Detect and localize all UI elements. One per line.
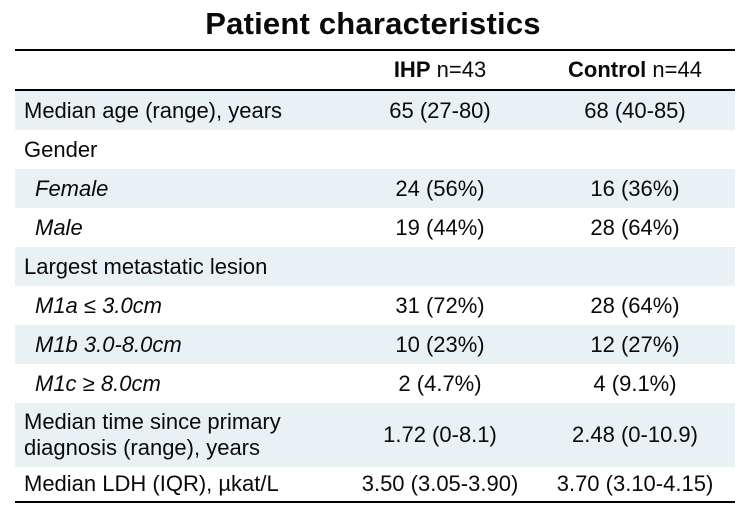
page-title: Patient characteristics bbox=[205, 6, 541, 41]
row-label: Median LDH (IQR), µkat/L bbox=[24, 471, 279, 496]
row-label: Female bbox=[35, 175, 109, 201]
row-label: M1a ≤ 3.0cm bbox=[35, 292, 163, 318]
row-label: M1b 3.0-8.0cm bbox=[35, 331, 182, 357]
row-value-control: 28 (64%) bbox=[590, 292, 680, 318]
header-control-group: Control bbox=[568, 57, 647, 82]
row-value-ihp: 2 (4.7%) bbox=[398, 370, 482, 396]
row-value-ihp: 1.72 (0-8.1) bbox=[383, 422, 497, 447]
row-label: Median time since primary diagnosis (ran… bbox=[24, 409, 281, 460]
header-control-column: Control n=44 bbox=[535, 50, 735, 90]
header-ihp-n: n=43 bbox=[436, 57, 487, 82]
row-value-ihp bbox=[345, 247, 535, 286]
header-row: IHP n=43 Control n=44 bbox=[15, 50, 735, 90]
row-value-ihp: 31 (72%) bbox=[395, 292, 485, 318]
row-label: Largest metastatic lesion bbox=[24, 253, 268, 279]
row-label: Gender bbox=[24, 136, 98, 162]
row-value-control: 28 (64%) bbox=[590, 214, 680, 240]
table-row: M1c ≥ 8.0cm 2 (4.7%) 4 (9.1%) bbox=[15, 364, 735, 403]
table-row: Median age (range), years 65 (27-80) 68 (4… bbox=[15, 90, 735, 130]
row-value-control: 16 (36%) bbox=[590, 175, 680, 201]
row-label: Male bbox=[35, 214, 83, 240]
row-value-control: 4 (9.1%) bbox=[593, 370, 677, 396]
row-value-control: 2.48 (0-10.9) bbox=[572, 422, 698, 447]
row-value-control: 68 (40-85) bbox=[584, 97, 686, 123]
header-label-spacer bbox=[15, 50, 345, 90]
header-ihp-column: IHP n=43 bbox=[345, 50, 535, 90]
row-value-control bbox=[535, 247, 735, 286]
table-row: Median LDH (IQR), µkat/L 3.50 (3.05-3.90)… bbox=[15, 467, 735, 502]
row-value-control: 12 (27%) bbox=[590, 331, 680, 357]
row-value-ihp bbox=[345, 130, 535, 169]
table-row: Median time since primary diagnosis (ran… bbox=[15, 403, 735, 467]
row-value-control bbox=[535, 130, 735, 169]
table-row: M1a ≤ 3.0cm 31 (72%) 28 (64%) bbox=[15, 286, 735, 325]
row-value-ihp: 19 (44%) bbox=[395, 214, 485, 240]
table-row: Male 19 (44%) 28 (64%) bbox=[15, 208, 735, 247]
row-value-ihp: 3.50 (3.05-3.90) bbox=[361, 471, 519, 496]
table-row: Largest metastatic lesion bbox=[15, 247, 735, 286]
row-label: M1c ≥ 8.0cm bbox=[35, 370, 161, 396]
row-value-ihp: 65 (27-80) bbox=[389, 97, 491, 123]
header-control-n: n=44 bbox=[652, 57, 702, 82]
row-label: Median age (range), years bbox=[24, 97, 283, 123]
table-row: M1b 3.0-8.0cm 10 (23%) 12 (27%) bbox=[15, 325, 735, 364]
row-value-ihp: 10 (23%) bbox=[395, 331, 485, 357]
table-row: Gender bbox=[15, 130, 735, 169]
row-value-ihp: 24 (56%) bbox=[395, 175, 485, 201]
table-row: Female 24 (56%) 16 (36%) bbox=[15, 169, 735, 208]
header-ihp-group: IHP bbox=[393, 57, 431, 82]
row-value-control: 3.70 (3.10-4.15) bbox=[556, 471, 714, 496]
patient-characteristics-table: IHP n=43 Control n=44 Median age (range)… bbox=[15, 49, 735, 503]
